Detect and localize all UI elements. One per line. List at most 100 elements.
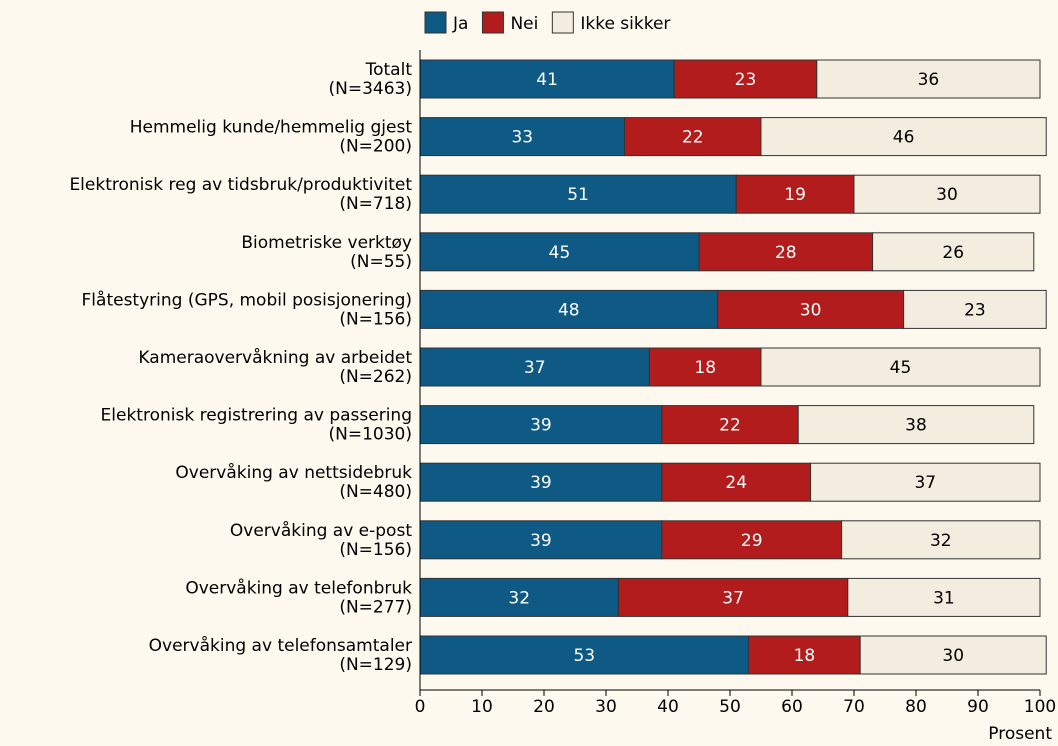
legend-label: Ikke sikker xyxy=(580,14,670,34)
bar-segment xyxy=(760,117,1047,157)
data-label: 48 xyxy=(558,300,580,320)
data-label: 23 xyxy=(735,70,757,90)
data-label: 45 xyxy=(549,243,571,263)
data-label: 23 xyxy=(964,300,986,320)
bar-segment xyxy=(419,520,663,560)
x-axis-label: Prosent xyxy=(988,724,1052,744)
bar-segment xyxy=(419,635,750,675)
data-label: 45 xyxy=(890,358,912,378)
data-label: 30 xyxy=(942,646,964,666)
y-tick-label: (N=129) xyxy=(339,655,412,675)
y-tick-label: (N=200) xyxy=(339,137,412,157)
bar-segment xyxy=(760,347,1041,387)
data-label: 46 xyxy=(893,128,915,148)
legend-swatch xyxy=(424,11,447,34)
x-tick-label: 60 xyxy=(781,697,803,717)
x-tick-label: 100 xyxy=(1024,697,1056,717)
bar-segment xyxy=(853,174,1041,214)
data-label: 39 xyxy=(530,531,552,551)
legend-label: Ja xyxy=(452,14,468,34)
bar-segment xyxy=(717,289,905,329)
bar-segment xyxy=(419,174,737,214)
data-label: 31 xyxy=(933,588,955,608)
y-tick-label: Hemmelig kunde/hemmelig gjest xyxy=(130,118,413,138)
y-tick-label: Overvåking av telefonsamtaler xyxy=(149,635,412,656)
bar-segment xyxy=(872,232,1035,272)
bar-segment xyxy=(661,520,843,560)
bar-segment xyxy=(673,59,818,99)
data-label: 37 xyxy=(524,358,546,378)
bar-segment xyxy=(419,347,650,387)
data-label: 39 xyxy=(530,416,552,436)
y-tick-label: (N=262) xyxy=(339,367,412,387)
y-tick-label: Elektronisk reg av tidsbruk/produktivite… xyxy=(69,175,412,195)
data-label: 29 xyxy=(741,531,763,551)
y-tick-label: (N=718) xyxy=(339,194,412,214)
legend-swatch xyxy=(481,11,504,34)
bar-segment xyxy=(903,289,1047,329)
x-tick-label: 80 xyxy=(905,697,927,717)
bar-segment xyxy=(816,59,1041,99)
bar-segment xyxy=(797,405,1035,445)
data-label: 51 xyxy=(567,185,589,205)
y-tick-label: Overvåking av nettsidebruk xyxy=(175,462,412,483)
bar-segment xyxy=(419,59,675,99)
bar-segment xyxy=(847,577,1041,617)
y-tick-label: (N=480) xyxy=(339,482,412,502)
y-tick-label: (N=1030) xyxy=(329,425,413,445)
bar-segment xyxy=(859,635,1047,675)
data-label: 22 xyxy=(719,416,741,436)
y-tick-label: Kameraovervåkning av arbeidet xyxy=(138,347,412,368)
data-label: 53 xyxy=(573,646,595,666)
legend-swatch xyxy=(551,11,574,34)
data-label: 18 xyxy=(794,646,816,666)
bar-segment xyxy=(419,462,663,502)
data-label: 22 xyxy=(682,128,704,148)
data-label: 30 xyxy=(936,185,958,205)
data-label: 38 xyxy=(905,416,927,436)
x-tick-label: 70 xyxy=(843,697,865,717)
x-tick-label: 10 xyxy=(471,697,493,717)
y-tick-label: (N=156) xyxy=(339,309,412,329)
data-label: 28 xyxy=(775,243,797,263)
y-tick-label: Overvåking av e-post xyxy=(230,520,412,541)
bar-segment xyxy=(661,405,799,445)
bar-segment xyxy=(419,117,626,157)
data-label: 26 xyxy=(942,243,964,263)
bar-segment xyxy=(617,577,849,617)
legend-label: Nei xyxy=(510,14,538,34)
y-tick-label: (N=55) xyxy=(350,252,412,272)
bar-segment xyxy=(698,232,874,272)
x-tick-label: 90 xyxy=(967,697,989,717)
bar-segment xyxy=(841,520,1041,560)
data-label: 41 xyxy=(536,70,558,90)
y-tick-label: Biometriske verktøy xyxy=(241,233,412,253)
y-tick-label: (N=277) xyxy=(339,597,412,617)
bar-segment xyxy=(810,462,1041,502)
x-tick-label: 20 xyxy=(533,697,555,717)
x-tick-label: 30 xyxy=(595,697,617,717)
data-label: 32 xyxy=(930,531,952,551)
bar-segment xyxy=(419,232,700,272)
data-label: 36 xyxy=(918,70,940,90)
data-label: 32 xyxy=(508,588,530,608)
y-tick-label: (N=156) xyxy=(339,540,412,560)
bar-segment xyxy=(419,289,719,329)
bar-segment xyxy=(624,117,762,157)
y-tick-label: Elektronisk registrering av passering xyxy=(101,406,412,426)
x-tick-label: 50 xyxy=(719,697,741,717)
data-label: 37 xyxy=(914,473,936,493)
y-tick-label: (N=3463) xyxy=(329,79,413,99)
data-label: 18 xyxy=(694,358,716,378)
y-tick-label: Overvåking av telefonbruk xyxy=(185,577,412,598)
data-label: 24 xyxy=(725,473,747,493)
x-tick-label: 0 xyxy=(415,697,426,717)
x-tick-label: 40 xyxy=(657,697,679,717)
data-label: 39 xyxy=(530,473,552,493)
y-tick-label: Totalt xyxy=(365,60,413,80)
data-label: 37 xyxy=(722,588,744,608)
y-tick-label: Flåtestyring (GPS, mobil posisjonering) xyxy=(82,289,412,310)
bar-segment xyxy=(735,174,855,214)
bar-segment xyxy=(661,462,812,502)
